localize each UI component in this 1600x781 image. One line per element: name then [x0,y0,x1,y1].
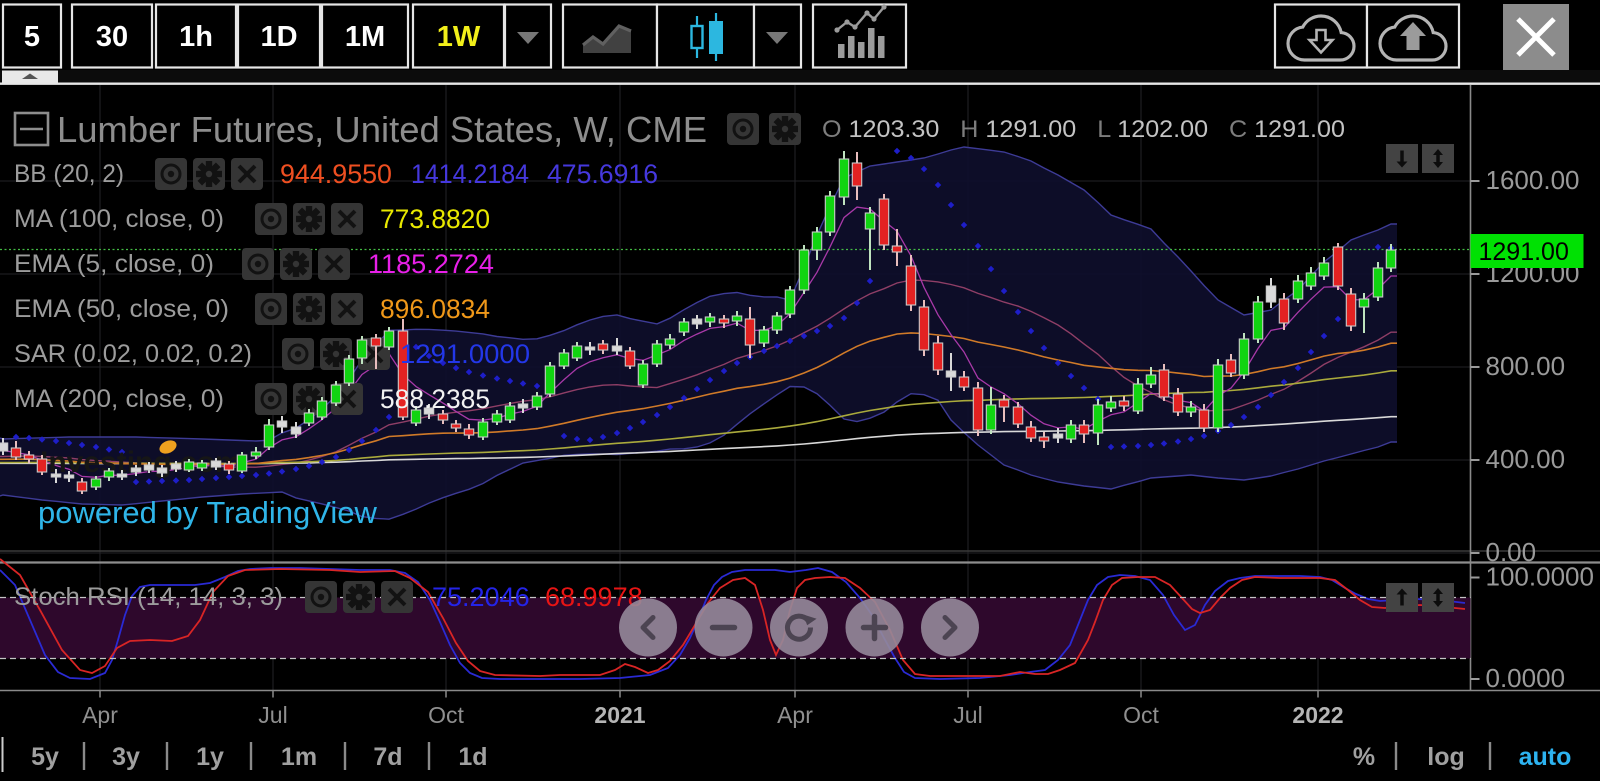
svg-text:BB (20, 2): BB (20, 2) [14,160,124,188]
svg-text:powered by TradingView: powered by TradingView [38,495,378,530]
svg-text:1y: 1y [196,743,224,771]
svg-text:%: % [1353,743,1375,771]
svg-text:1W: 1W [437,21,481,53]
svg-text:5y: 5y [31,743,59,771]
svg-text:EMA (5, close, 0): EMA (5, close, 0) [14,250,214,278]
svg-text:2021: 2021 [594,702,645,728]
svg-text:7d: 7d [373,743,402,771]
svg-text:1D: 1D [260,21,297,53]
svg-text:1m: 1m [281,743,317,771]
svg-text:0.00: 0.00 [1486,537,1537,567]
svg-text:auto: auto [1519,743,1572,771]
svg-text:EMA (50, close, 0): EMA (50, close, 0) [14,295,229,323]
svg-text:1600.00: 1600.00 [1486,165,1580,195]
svg-text:1d: 1d [458,743,487,771]
svg-text:1291.00: 1291.00 [1479,238,1569,266]
svg-text:944.9550: 944.9550 [280,159,392,189]
svg-text:Jul: Jul [258,702,287,728]
svg-text:2022: 2022 [1292,702,1343,728]
svg-text:475.6916: 475.6916 [547,159,658,189]
svg-text:Jul: Jul [953,702,982,728]
svg-text:1h: 1h [179,21,213,53]
svg-text:800.00: 800.00 [1486,351,1566,381]
svg-text:1185.2724: 1185.2724 [368,249,494,279]
svg-text:75.2046: 75.2046 [432,582,530,612]
svg-text:3y: 3y [112,743,140,771]
svg-text:588.2385: 588.2385 [380,384,490,414]
svg-text:0.0000: 0.0000 [1486,663,1566,693]
svg-text:MA (100, close, 0): MA (100, close, 0) [14,205,224,233]
svg-text:68.9978: 68.9978 [545,582,643,612]
svg-text:Stoch RSI (14, 14, 3, 3): Stoch RSI (14, 14, 3, 3) [14,583,283,611]
svg-text:Investing.com: Investing.com [40,446,242,479]
svg-text:O 1203.30 H 1291.00 L 1202: O 1203.30 H 1291.00 L 1202.00 C 1291.00 [822,116,1345,143]
svg-text:MA (200, close, 0): MA (200, close, 0) [14,385,224,413]
svg-text:Oct: Oct [1123,702,1159,728]
svg-text:Apr: Apr [82,702,118,728]
svg-text:773.8820: 773.8820 [380,204,490,234]
svg-text:Oct: Oct [428,702,464,728]
svg-text:5: 5 [24,21,40,53]
svg-text:400.00: 400.00 [1486,444,1566,474]
svg-text:1414.2184: 1414.2184 [411,159,529,189]
svg-text:log: log [1427,743,1465,771]
svg-text:30: 30 [96,21,128,53]
svg-text:SAR (0.02, 0.02, 0.2): SAR (0.02, 0.02, 0.2) [14,340,252,368]
svg-text:100.0000: 100.0000 [1486,562,1594,592]
svg-text:1291.0000: 1291.0000 [400,339,530,369]
svg-text:Apr: Apr [777,702,813,728]
svg-text:896.0834: 896.0834 [380,294,490,324]
svg-text:1M: 1M [345,21,385,53]
svg-text:Lumber Futures, United States,: Lumber Futures, United States, W, CME [57,109,707,150]
